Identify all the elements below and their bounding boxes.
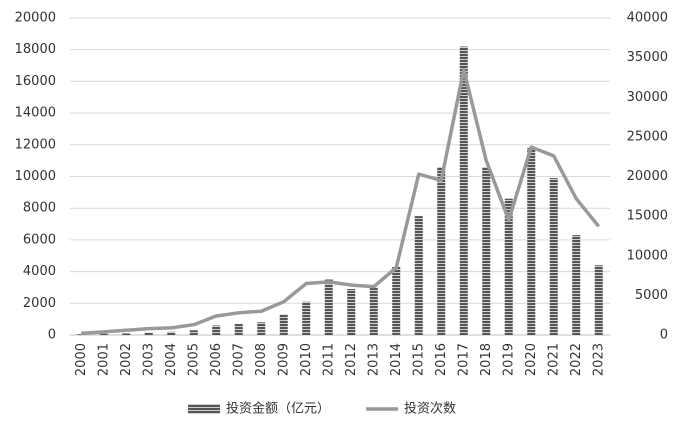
bar bbox=[257, 322, 266, 335]
bar bbox=[437, 166, 446, 335]
bar bbox=[234, 323, 243, 335]
y2-tick-label: 35000 bbox=[627, 50, 668, 65]
bar bbox=[99, 333, 108, 335]
x-tick-label: 2019 bbox=[501, 343, 516, 376]
bar bbox=[504, 198, 513, 335]
y2-tick-label: 15000 bbox=[627, 209, 668, 224]
legend-swatch bbox=[188, 404, 220, 414]
x-tick-label: 2009 bbox=[276, 343, 291, 376]
bar bbox=[77, 334, 86, 335]
legend-label: 投资次数 bbox=[404, 401, 456, 417]
bar bbox=[392, 266, 401, 335]
x-tick-label: 2014 bbox=[389, 343, 404, 376]
bar bbox=[459, 46, 468, 335]
y2-tick-label: 20000 bbox=[627, 169, 668, 184]
x-tick-label: 2000 bbox=[74, 343, 89, 376]
x-tick-label: 2002 bbox=[119, 343, 134, 376]
y2-tick-label: 25000 bbox=[627, 129, 668, 144]
x-tick-label: 2020 bbox=[524, 343, 539, 376]
y2-tick-label: 40000 bbox=[627, 11, 668, 26]
bar bbox=[369, 287, 378, 335]
bar bbox=[347, 289, 356, 335]
bar bbox=[572, 235, 581, 335]
y2-tick-label: 0 bbox=[660, 328, 668, 343]
y-tick-label: 20000 bbox=[15, 11, 56, 26]
bar bbox=[122, 333, 131, 335]
legend-label: 投资金额（亿元） bbox=[226, 401, 330, 417]
bar bbox=[414, 216, 423, 335]
x-tick-label: 2022 bbox=[569, 343, 584, 376]
x-tick-label: 2004 bbox=[164, 343, 179, 376]
x-tick-label: 2007 bbox=[231, 343, 246, 376]
x-tick-label: 2003 bbox=[141, 343, 156, 376]
bar bbox=[324, 279, 333, 335]
x-tick-label: 2021 bbox=[546, 343, 561, 376]
x-tick-label: 2015 bbox=[411, 343, 426, 376]
x-tick-label: 2016 bbox=[434, 343, 449, 376]
bar bbox=[189, 330, 198, 335]
bar bbox=[527, 147, 536, 335]
y-tick-label: 18000 bbox=[15, 42, 56, 57]
y-tick-label: 4000 bbox=[23, 264, 56, 279]
y-tick-label: 2000 bbox=[23, 296, 56, 311]
y-tick-label: 8000 bbox=[23, 201, 56, 216]
x-tick-label: 2023 bbox=[591, 343, 606, 376]
bar bbox=[549, 178, 558, 335]
bar bbox=[167, 331, 176, 335]
bar bbox=[279, 314, 288, 335]
y-tick-label: 14000 bbox=[15, 106, 56, 121]
x-tick-label: 2012 bbox=[344, 343, 359, 376]
y2-tick-label: 10000 bbox=[627, 248, 668, 263]
x-tick-label: 2010 bbox=[299, 343, 314, 376]
y-tick-label: 6000 bbox=[23, 232, 56, 247]
bar bbox=[594, 265, 603, 335]
x-tick-label: 2017 bbox=[456, 343, 471, 376]
x-tick-label: 2008 bbox=[254, 343, 269, 376]
x-tick-label: 2013 bbox=[366, 343, 381, 376]
y-tick-label: 0 bbox=[48, 328, 56, 343]
x-tick-label: 2011 bbox=[321, 343, 336, 376]
x-tick-label: 2005 bbox=[186, 343, 201, 376]
x-tick-label: 2006 bbox=[209, 343, 224, 376]
y-tick-label: 12000 bbox=[15, 137, 56, 152]
x-tick-label: 2018 bbox=[479, 343, 494, 376]
y-tick-label: 16000 bbox=[15, 74, 56, 89]
y-tick-label: 10000 bbox=[15, 169, 56, 184]
bar bbox=[144, 332, 153, 335]
bar bbox=[302, 301, 311, 335]
bar bbox=[212, 325, 221, 335]
y2-tick-label: 5000 bbox=[635, 288, 668, 303]
x-tick-label: 2001 bbox=[96, 343, 111, 376]
line bbox=[81, 67, 601, 336]
y2-tick-label: 30000 bbox=[627, 90, 668, 105]
bar bbox=[482, 166, 491, 335]
